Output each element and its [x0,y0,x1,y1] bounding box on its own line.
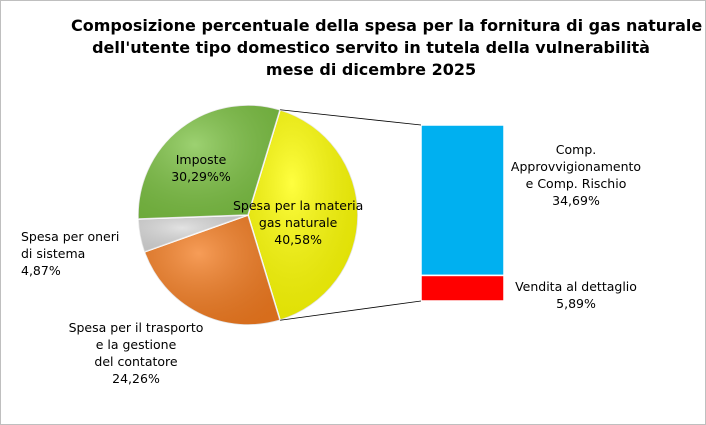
chart-title-line-3: mese di dicembre 2025 [265,60,477,79]
pie-slice-shading [248,109,359,321]
chart-title: Composizione percentuale della spesa per… [71,15,703,81]
slice-label-imposte: Imposte 30,29%% [171,152,231,184]
connector-line-top [280,109,422,126]
bar-label-approvvigionamento: Comp. Approvvigionamento e Comp. Rischio… [510,142,642,208]
bar-segment-vendita [420,274,505,302]
pie-slice-shading [144,215,281,326]
connector-lines [280,109,422,321]
slice-label-oneri: Spesa per oneri di sistema 4,87% [21,229,120,278]
breakdown-bar [420,124,505,302]
chart-title-line-1: Composizione percentuale della spesa per… [71,16,703,35]
bar-segment-approvvigionamento [420,124,505,277]
chart-title-line-2: dell'utente tipo domestico servito in tu… [92,38,650,57]
pie-slice-shading [137,104,281,220]
slice-label-materia: Spesa per la materia gas naturale 40,58% [233,198,364,247]
slice-label-trasporto: Spesa per il trasporto e la gestione del… [68,320,204,386]
connector-line-bottom [280,300,422,321]
pie [137,104,359,326]
bar-label-vendita: Vendita al dettaglio 5,89% [515,279,637,311]
pie-slice-shading [138,215,248,252]
